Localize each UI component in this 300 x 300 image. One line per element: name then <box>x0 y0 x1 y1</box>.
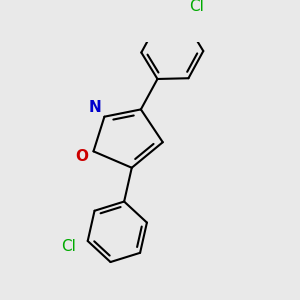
Text: O: O <box>75 149 88 164</box>
Text: Cl: Cl <box>61 239 76 254</box>
Text: Cl: Cl <box>189 0 204 14</box>
Text: N: N <box>89 100 101 116</box>
